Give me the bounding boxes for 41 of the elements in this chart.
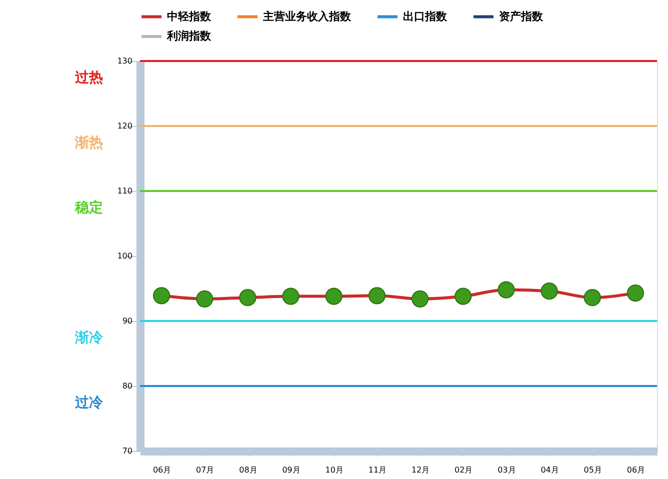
ref-line-label: 过热 [74,70,103,86]
point [498,281,515,298]
x-tick-label: 10月 [325,466,344,474]
point [152,287,170,304]
y-tick-label: 90 [122,316,132,326]
point [282,288,300,305]
x-tick-label: 08月 [239,466,258,474]
legend-label: 利润指数 [166,30,212,42]
x-tick-label: 04月 [540,466,559,474]
legend-label: 主营业务收入指数 [262,10,352,23]
point [368,287,386,304]
x-tick-label: 09月 [282,466,300,474]
x-tick-label: 06月 [626,466,646,474]
point [196,290,214,308]
y-tick-label: 120 [117,122,132,130]
y-tick-label: 110 [117,186,132,196]
x-tick-label: 03月 [498,466,516,474]
legend-label: 资产指数 [499,10,544,23]
x-tick-label: 11月 [368,466,387,474]
point [239,289,256,306]
point [540,282,558,300]
ref-line-label: 渐冷 [74,330,104,346]
x-tick-label: 02月 [454,466,473,474]
ref-line-label: 渐热 [74,135,103,151]
ref-line-label: 过冷 [74,395,104,411]
x-tick-label: 05月 [584,466,602,474]
x-tick-label: 07月 [196,466,214,474]
point [584,289,601,306]
x-tick-label: 06月 [152,466,172,474]
y-tick-label: 70 [122,446,132,456]
point [626,284,644,302]
point [454,288,472,305]
y-tick-label: 130 [117,56,132,66]
x-tick-label: 12月 [411,466,430,474]
point [325,288,342,305]
y-tick-label: 80 [122,382,132,390]
y-tick-label: 100 [117,252,132,260]
ref-line-label: 稳定 [74,199,103,216]
legend-label: 中轻指数 [167,10,212,23]
point [411,290,429,308]
legend-label: 出口指数 [403,10,448,23]
